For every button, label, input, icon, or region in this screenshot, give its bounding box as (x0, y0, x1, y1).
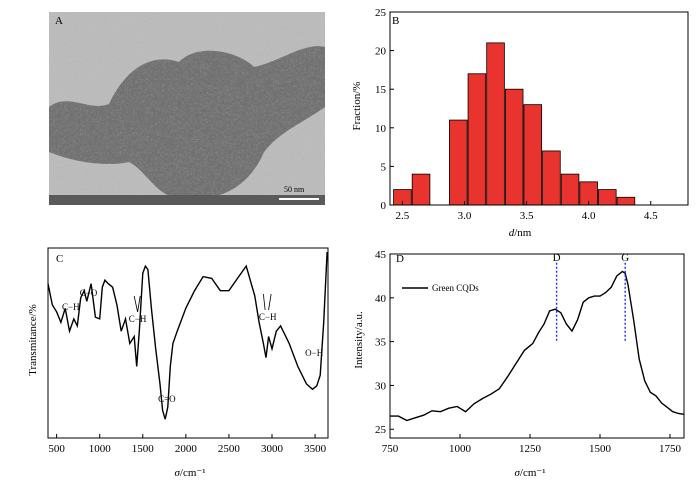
peak-annotation: C−H (259, 312, 277, 322)
x-tick-label: 1500 (589, 443, 612, 455)
y-tick-label: 20 (375, 46, 387, 58)
x-tick-label: 4.5 (644, 210, 658, 222)
y-tick-label: 25 (375, 7, 387, 19)
ir-spectrum-line (47, 251, 328, 420)
chart-b: B d/nm Fraction/% 2.5 3.0 3.5 4.0 4.5 0 5 10 15 2… (351, 7, 689, 239)
histogram-bar (523, 104, 543, 206)
tem-info-bar (49, 195, 325, 205)
chart-c-ylabel: Transmitance/% (27, 304, 39, 376)
y-tick-label: 45 (375, 249, 387, 261)
chart-b-xlabel: d/nm (509, 227, 532, 239)
y-tick-label: 5 (381, 161, 387, 173)
peak-annotation: O−H (305, 348, 324, 358)
chart-d-xlabel: σ/cm⁻¹ (514, 467, 545, 479)
annotation-arrow (268, 293, 272, 311)
y-tick-label: 25 (375, 424, 387, 436)
tem-image: A 50 nm (49, 12, 325, 205)
peak-annotation: C−H (62, 302, 80, 312)
chart-c: C σ/cm⁻¹ Transmitance/% 500 1000 1500 2000 2… (27, 247, 329, 479)
legend-label: Green CQDs (432, 283, 479, 293)
histogram-bar (560, 173, 580, 206)
y-tick-label: 10 (375, 123, 387, 135)
tem-image-svg: A 50 nm (49, 12, 325, 205)
y-tick-label: 30 (375, 380, 387, 392)
x-tick-label: 1000 (449, 443, 472, 455)
histogram-bar (467, 73, 487, 206)
scale-bar-label: 50 nm (284, 185, 305, 194)
histogram-bar (504, 88, 524, 206)
x-tick-label: 1500 (132, 443, 155, 455)
peak-label: G (621, 252, 629, 264)
chart-b-frame (389, 11, 689, 206)
x-tick-label: 2500 (218, 443, 241, 455)
peak-annotation: C−O (80, 288, 98, 298)
peak-label: D (553, 252, 561, 264)
histogram-bar (486, 42, 505, 206)
scale-bar (279, 198, 319, 200)
chart-d-ylabel: Intensity/a.u. (353, 311, 365, 369)
panel-d-letter: D (396, 253, 404, 265)
panel-b-letter: B (392, 15, 399, 27)
y-tick-label: 40 (375, 293, 387, 305)
x-tick-label: 750 (382, 443, 399, 455)
annotation-arrow (137, 295, 141, 313)
chart-b-ylabel: Fraction/% (351, 82, 363, 131)
panel-c-letter: C (56, 253, 63, 265)
y-tick-label: 15 (375, 84, 387, 96)
peak-annotation: C=O (158, 394, 176, 404)
histogram-bar (616, 196, 636, 206)
histogram-bar (598, 189, 617, 206)
chart-d-frame (389, 253, 685, 439)
y-tick-label: 35 (375, 337, 387, 349)
histogram-bar (411, 173, 431, 206)
x-tick-label: 1750 (659, 443, 682, 455)
annotation-arrow (262, 293, 266, 311)
x-tick-label: 2000 (175, 443, 198, 455)
x-tick-label: 1000 (89, 443, 112, 455)
chart-c-xlabel: σ/cm⁻¹ (174, 467, 205, 479)
raman-spectrum-line (390, 270, 685, 422)
x-tick-label: 1250 (519, 443, 542, 455)
histogram-bar (542, 150, 561, 206)
x-tick-label: 4.0 (582, 210, 596, 222)
x-tick-label: 3.5 (520, 210, 534, 222)
x-tick-label: 3.0 (458, 210, 472, 222)
x-tick-label: 3000 (261, 443, 284, 455)
histogram-bar (449, 119, 468, 206)
x-tick-label: 2.5 (396, 210, 410, 222)
chart-c-frame (47, 247, 329, 439)
y-tick-label: 0 (381, 200, 387, 212)
x-tick-label: 500 (48, 443, 65, 455)
peak-annotation: C−H (129, 314, 147, 324)
chart-d: D σ/cm⁻¹ Intensity/a.u. 750 1000 1250 1500 1… (353, 249, 685, 479)
x-tick-label: 3500 (304, 443, 327, 455)
annotation-arrow (133, 295, 138, 313)
panel-a-letter: A (55, 15, 63, 27)
